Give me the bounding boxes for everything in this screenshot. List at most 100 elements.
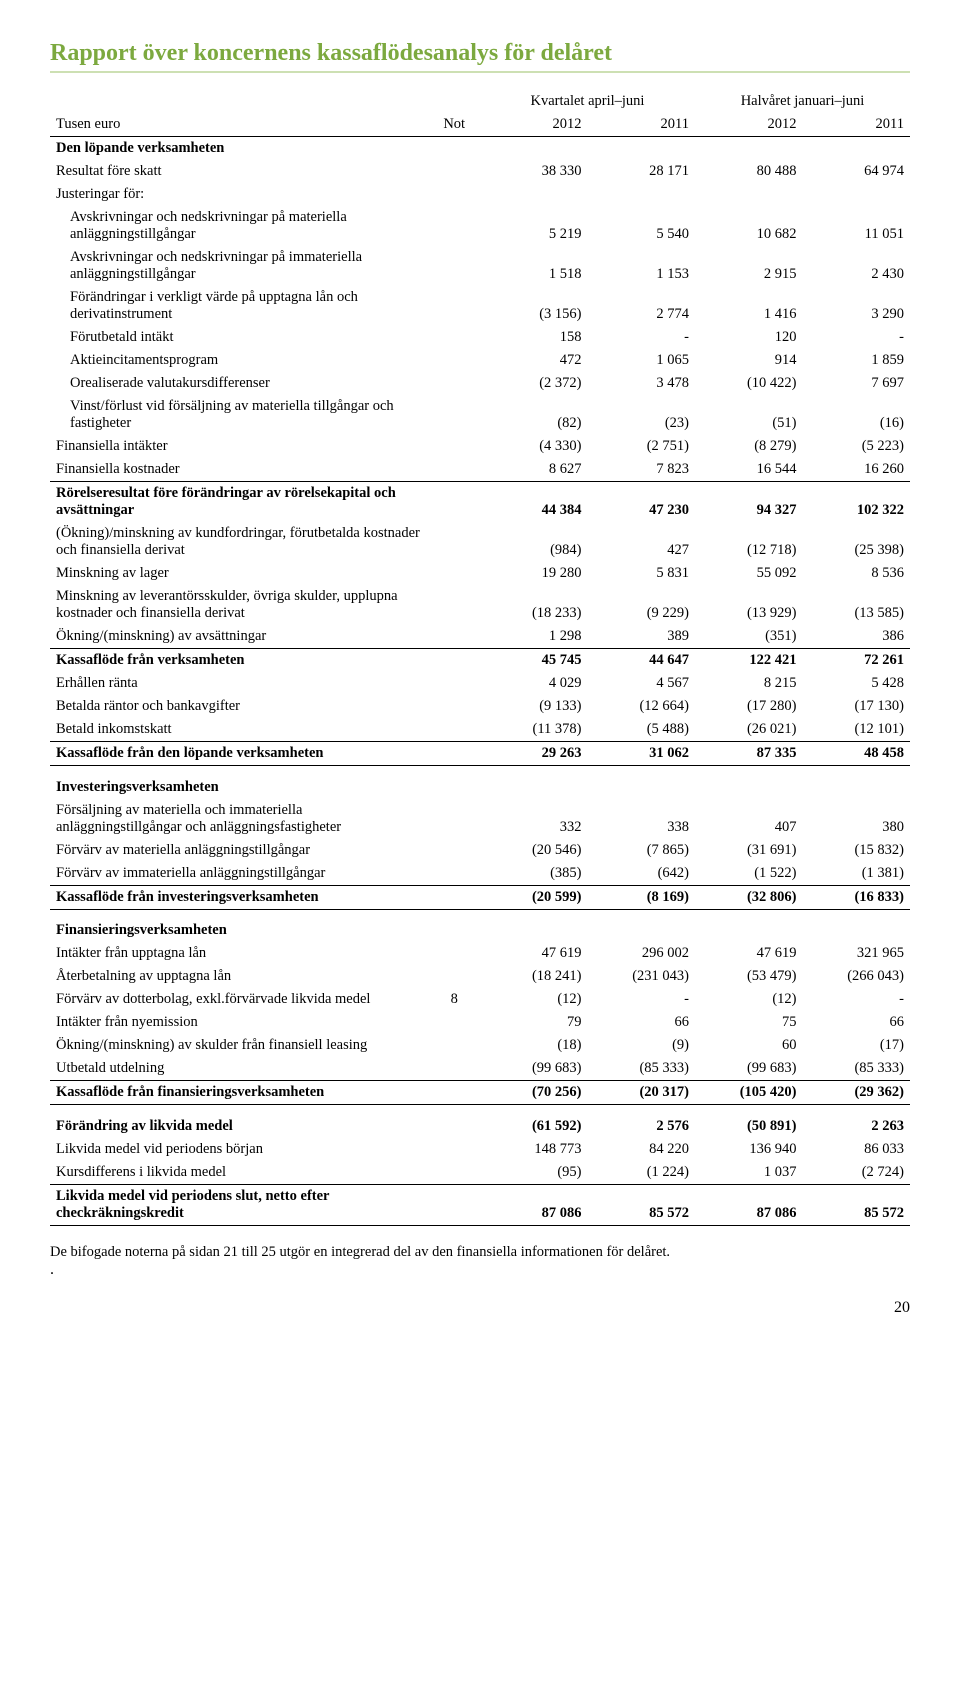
- cell: (20 599): [480, 885, 588, 909]
- cell: 16 260: [802, 458, 910, 482]
- cell: (23): [587, 395, 695, 435]
- cell: 5 831: [587, 562, 695, 585]
- cell: 86 033: [802, 1138, 910, 1161]
- cell: (16 833): [802, 885, 910, 909]
- cell: (105 420): [695, 1081, 803, 1105]
- footnote: De bifogade noterna på sidan 21 till 25 …: [50, 1244, 910, 1261]
- cell: 85 572: [802, 1184, 910, 1225]
- cell: 85 572: [587, 1184, 695, 1225]
- cell: 472: [480, 349, 588, 372]
- row-label: Orealiserade valutakursdifferenser: [50, 372, 428, 395]
- cell: (642): [587, 862, 695, 886]
- cell: 4 029: [480, 672, 588, 695]
- cell: (50 891): [695, 1115, 803, 1138]
- cell: 4 567: [587, 672, 695, 695]
- cell: 19 280: [480, 562, 588, 585]
- cell: (1 224): [587, 1161, 695, 1185]
- row-label: Minskning av lager: [50, 562, 428, 585]
- cell: 120: [695, 326, 803, 349]
- cell: 2 576: [587, 1115, 695, 1138]
- row-label: Likvida medel vid periodens slut, netto …: [50, 1184, 428, 1225]
- cell: 5 540: [587, 206, 695, 246]
- cell: (9 133): [480, 695, 588, 718]
- cell: 321 965: [802, 942, 910, 965]
- row-label: Aktieincitamentsprogram: [50, 349, 428, 372]
- row-label: Kassaflöde från den löpande verksamheten: [50, 742, 428, 766]
- cell: (13 585): [802, 585, 910, 625]
- year-col: 2011: [802, 113, 910, 137]
- cell: (17): [802, 1034, 910, 1057]
- cell: 45 745: [480, 649, 588, 673]
- cell: 10 682: [695, 206, 803, 246]
- cell: 427: [587, 522, 695, 562]
- cell: (53 479): [695, 965, 803, 988]
- cell: 122 421: [695, 649, 803, 673]
- row-label: Förvärv av immateriella anläggningstillg…: [50, 862, 428, 886]
- cell: (1 381): [802, 862, 910, 886]
- cell: (12): [480, 988, 588, 1011]
- cell: (61 592): [480, 1115, 588, 1138]
- cell: (51): [695, 395, 803, 435]
- cell: 2 263: [802, 1115, 910, 1138]
- row-label: Minskning av leverantörsskulder, övriga …: [50, 585, 428, 625]
- cell: 94 327: [695, 482, 803, 523]
- section-heading: Den löpande verksamheten: [50, 137, 428, 161]
- cell: (4 330): [480, 435, 588, 458]
- cell: 102 322: [802, 482, 910, 523]
- row-label: Rörelseresultat före förändringar av rör…: [50, 482, 428, 523]
- cell: 338: [587, 799, 695, 839]
- year-col: 2011: [587, 113, 695, 137]
- cell: (25 398): [802, 522, 910, 562]
- cell: (2 751): [587, 435, 695, 458]
- cell: 55 092: [695, 562, 803, 585]
- row-label: Försäljning av materiella och immateriel…: [50, 799, 428, 839]
- cell: (11 378): [480, 718, 588, 742]
- cell: (18): [480, 1034, 588, 1057]
- cell: 38 330: [480, 160, 588, 183]
- cell: 1 518: [480, 246, 588, 286]
- cell: -: [587, 326, 695, 349]
- cell: 66: [802, 1011, 910, 1034]
- cell: (266 043): [802, 965, 910, 988]
- cell: (5 488): [587, 718, 695, 742]
- cell: 47 619: [480, 942, 588, 965]
- cell: 47 619: [695, 942, 803, 965]
- note-ref: 8: [428, 988, 480, 1011]
- cell: (20 546): [480, 839, 588, 862]
- footnote-dot: .: [50, 1261, 910, 1279]
- cell: (2 724): [802, 1161, 910, 1185]
- cell: (99 683): [695, 1057, 803, 1081]
- row-label: Resultat före skatt: [50, 160, 428, 183]
- cell: (31 691): [695, 839, 803, 862]
- cell: 1 065: [587, 349, 695, 372]
- row-label: Betald inkomstskatt: [50, 718, 428, 742]
- cell: 1 153: [587, 246, 695, 286]
- cell: (1 522): [695, 862, 803, 886]
- row-label: Ökning/(minskning) av avsättningar: [50, 625, 428, 649]
- cell: (12 718): [695, 522, 803, 562]
- cell: 914: [695, 349, 803, 372]
- row-label: Utbetald utdelning: [50, 1057, 428, 1081]
- cell: (85 333): [587, 1057, 695, 1081]
- cell: -: [802, 988, 910, 1011]
- cell: 8 627: [480, 458, 588, 482]
- cell: (9 229): [587, 585, 695, 625]
- cell: 2 774: [587, 286, 695, 326]
- page-title: Rapport över koncernens kassaflödesanaly…: [50, 40, 910, 73]
- row-label: Intäkter från upptagna lån: [50, 942, 428, 965]
- cell: 2 430: [802, 246, 910, 286]
- cell: (29 362): [802, 1081, 910, 1105]
- cell: (385): [480, 862, 588, 886]
- cell: 296 002: [587, 942, 695, 965]
- cell: (10 422): [695, 372, 803, 395]
- cell: 75: [695, 1011, 803, 1034]
- cell: (85 333): [802, 1057, 910, 1081]
- cell: (82): [480, 395, 588, 435]
- cell: (7 865): [587, 839, 695, 862]
- cell: 87 086: [695, 1184, 803, 1225]
- cell: 31 062: [587, 742, 695, 766]
- row-label: Kursdifferens i likvida medel: [50, 1161, 428, 1185]
- row-label: Finansiella intäkter: [50, 435, 428, 458]
- cell: 158: [480, 326, 588, 349]
- row-label: Avskrivningar och nedskrivningar på mate…: [50, 206, 428, 246]
